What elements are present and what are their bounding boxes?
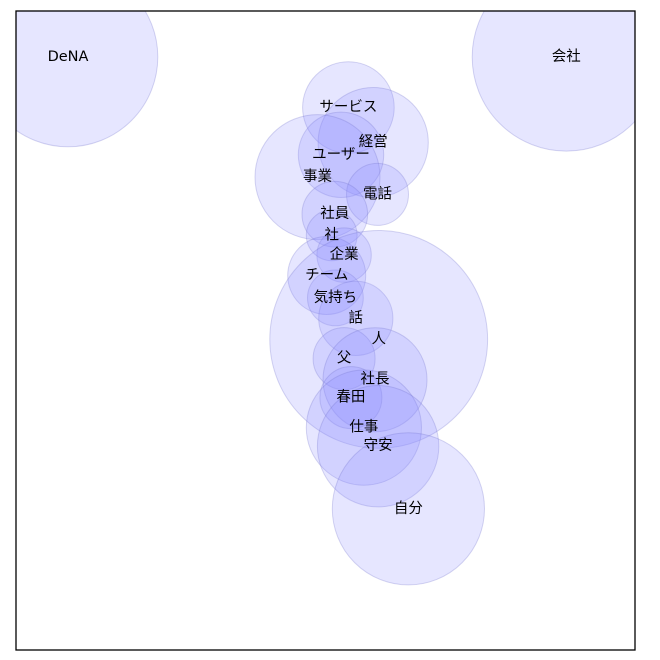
label-layer: DeNA 会社サービス経営ユーザー事業電話社員社企業チーム気持ち話人父社長春田仕事… bbox=[48, 48, 581, 517]
bubble bbox=[305, 369, 422, 486]
word-label: 電話 bbox=[363, 185, 392, 202]
bubble bbox=[287, 236, 367, 315]
bubble bbox=[312, 327, 376, 391]
bubble bbox=[301, 180, 369, 248]
plot-frame bbox=[15, 10, 636, 651]
word-label: 父 bbox=[337, 351, 352, 367]
bubble bbox=[346, 162, 409, 226]
bubble-layer bbox=[16, 11, 635, 586]
word-label: 事業 bbox=[303, 168, 332, 185]
bubble bbox=[305, 209, 358, 262]
word-label: 仕事 bbox=[349, 419, 378, 436]
word-label: チーム bbox=[305, 268, 348, 284]
bubble bbox=[471, 11, 635, 152]
word-label: 人 bbox=[371, 330, 386, 347]
word-label: 経営 bbox=[359, 134, 388, 151]
bubble bbox=[319, 366, 383, 430]
word-label: 企業 bbox=[330, 245, 359, 263]
bubble bbox=[254, 114, 381, 241]
bubble bbox=[16, 11, 159, 148]
word-label: サービス bbox=[319, 99, 377, 116]
bubble bbox=[318, 280, 394, 356]
word-label: 会社 bbox=[552, 48, 581, 65]
word-label: DeNA bbox=[48, 49, 89, 65]
word-label: 気持ち bbox=[314, 289, 358, 306]
bubble bbox=[302, 61, 395, 154]
word-label: 春田 bbox=[336, 389, 365, 406]
word-label: 社員 bbox=[320, 205, 349, 222]
word-label: 自分 bbox=[394, 500, 423, 517]
bubble bbox=[316, 385, 440, 508]
bubble bbox=[269, 230, 489, 449]
bubble bbox=[331, 432, 485, 586]
bubble bbox=[307, 269, 364, 327]
word-label: 話 bbox=[349, 309, 364, 326]
word-label: ユーザー bbox=[312, 146, 370, 163]
bubble bbox=[322, 327, 428, 433]
word-label: 社長 bbox=[361, 371, 390, 388]
bubble bbox=[297, 111, 385, 199]
word-label: 守安 bbox=[364, 437, 393, 454]
bubble bbox=[316, 227, 372, 283]
bubble bbox=[317, 87, 429, 199]
word-label: 社 bbox=[324, 226, 339, 243]
